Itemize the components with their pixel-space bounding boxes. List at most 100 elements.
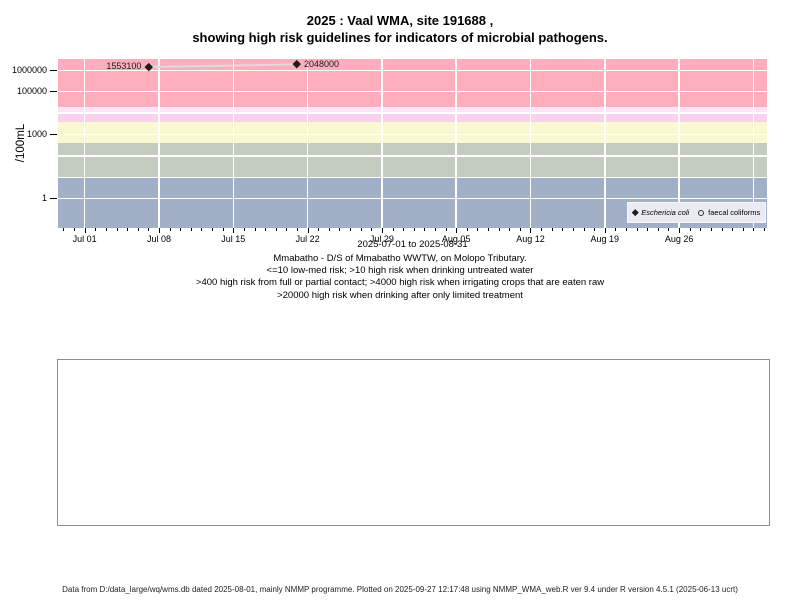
v-gridline: [158, 59, 160, 228]
x-tick-label: Jul 15: [221, 234, 246, 244]
x-tick-minor: [243, 228, 245, 231]
x-tick-minor: [615, 228, 617, 231]
x-tick-major: [158, 228, 160, 233]
v-gridline: [232, 59, 235, 228]
h-gridline: [58, 133, 767, 136]
x-tick-minor: [710, 228, 712, 231]
y-tick-label: 1000000: [11, 64, 47, 75]
x-tick-minor: [265, 228, 267, 231]
legend-label-faecal-coliforms: faecal coliforms: [708, 208, 761, 217]
x-tick-label: Jul 29: [369, 234, 394, 244]
x-tick-minor: [116, 228, 118, 231]
x-tick-minor: [721, 228, 723, 231]
risk-band: [58, 113, 767, 122]
x-tick-minor: [95, 228, 97, 231]
x-tick-major: [84, 228, 86, 233]
x-axis-title: 2025-07-01 to 2025-08-31: [357, 239, 468, 250]
x-tick-label: Aug 26: [664, 234, 694, 244]
chart-title: 2025 : Vaal WMA, site 191688 , showing h…: [0, 12, 800, 46]
x-tick-minor: [700, 228, 702, 231]
footer-text: Data from D:/data_large/wq/wms.db dated …: [62, 585, 738, 594]
x-tick-major: [307, 228, 309, 233]
y-tick-label: 1000: [26, 129, 47, 140]
h-gridline: [58, 69, 767, 72]
x-tick-label: Jul 01: [72, 234, 97, 244]
v-gridline: [83, 59, 86, 228]
x-tick-minor: [254, 228, 256, 231]
x-tick-minor: [742, 228, 744, 231]
x-tick-minor: [275, 228, 277, 231]
x-tick-major: [530, 228, 532, 233]
caption-site: Mmabatho - D/S of Mmabatho WWTW, on Molo…: [273, 253, 527, 264]
h-gridline: [58, 155, 767, 157]
data-point-label: 2048000: [303, 59, 340, 69]
risk-band: [58, 106, 767, 114]
v-gridline: [604, 59, 606, 228]
x-tick-minor: [541, 228, 543, 231]
x-tick-minor: [403, 228, 405, 231]
x-tick-minor: [753, 228, 755, 231]
caption-block: Mmabatho - D/S of Mmabatho WWTW, on Molo…: [0, 253, 800, 302]
plot-area: Eschericia coli faecal coliforms 1553100…: [58, 59, 767, 228]
x-tick-minor: [190, 228, 192, 231]
x-tick-minor: [647, 228, 649, 231]
x-tick-label: Jul 22: [295, 234, 320, 244]
x-tick-minor: [169, 228, 171, 231]
x-tick-minor: [477, 228, 479, 231]
caption-guideline-3: >20000 high risk when drinking after onl…: [277, 289, 523, 301]
v-gridline: [678, 59, 680, 228]
x-tick-minor: [392, 228, 394, 231]
x-tick-minor: [148, 228, 150, 231]
x-tick-minor: [296, 228, 298, 231]
x-tick-major: [381, 228, 383, 233]
x-tick-minor: [732, 228, 734, 231]
y-tick: [50, 134, 57, 136]
x-tick-minor: [626, 228, 627, 231]
h-gridline: [58, 90, 767, 93]
x-tick-minor: [74, 228, 76, 231]
y-tick: [50, 69, 57, 71]
v-gridline: [529, 59, 532, 228]
h-gridline: [58, 176, 767, 179]
chart-title-line2: showing high risk guidelines for indicat…: [192, 30, 608, 45]
x-tick-minor: [371, 228, 373, 231]
x-tick-minor: [413, 228, 415, 231]
x-tick-minor: [466, 228, 468, 231]
x-tick-major: [679, 228, 681, 233]
x-tick-minor: [222, 228, 224, 231]
open-circle-icon: [698, 209, 705, 216]
x-tick-minor: [445, 228, 447, 231]
legend-label-ecoli: Eschericia coli: [641, 208, 690, 217]
h-gridline: [58, 112, 767, 114]
x-tick-label: Aug 19: [590, 234, 620, 244]
v-gridline: [752, 59, 755, 228]
x-tick-minor: [519, 228, 521, 231]
legend: Eschericia coli faecal coliforms: [627, 202, 766, 223]
h-gridline: [58, 197, 767, 200]
x-tick-minor: [498, 228, 500, 231]
caption-guideline-2: >400 high risk from full or partial cont…: [195, 277, 605, 289]
x-tick-minor: [127, 228, 129, 231]
empty-panel: [57, 359, 770, 526]
x-tick-minor: [212, 228, 214, 231]
x-tick-minor: [318, 228, 320, 231]
x-tick-minor: [488, 228, 490, 231]
y-tick-label: 1: [41, 193, 47, 204]
x-tick-minor: [668, 228, 670, 231]
chart-title-line1: 2025 : Vaal WMA, site 191688 ,: [306, 13, 494, 28]
x-tick-minor: [636, 228, 638, 231]
y-tick: [50, 198, 57, 200]
x-tick-minor: [583, 228, 585, 231]
legend-item-ecoli: Eschericia coli: [631, 208, 690, 217]
y-tick-label: 100000: [16, 86, 47, 97]
v-gridline: [381, 59, 383, 228]
y-axis-title: /100mL: [15, 123, 27, 163]
legend-item-faecal-coliforms: faecal coliforms: [698, 208, 760, 217]
x-tick-minor: [63, 228, 65, 231]
x-tick-minor: [657, 228, 659, 231]
data-point-label: 1553100: [106, 61, 142, 72]
risk-band: [58, 143, 767, 178]
x-tick-minor: [551, 228, 553, 231]
x-tick-minor: [339, 228, 341, 231]
